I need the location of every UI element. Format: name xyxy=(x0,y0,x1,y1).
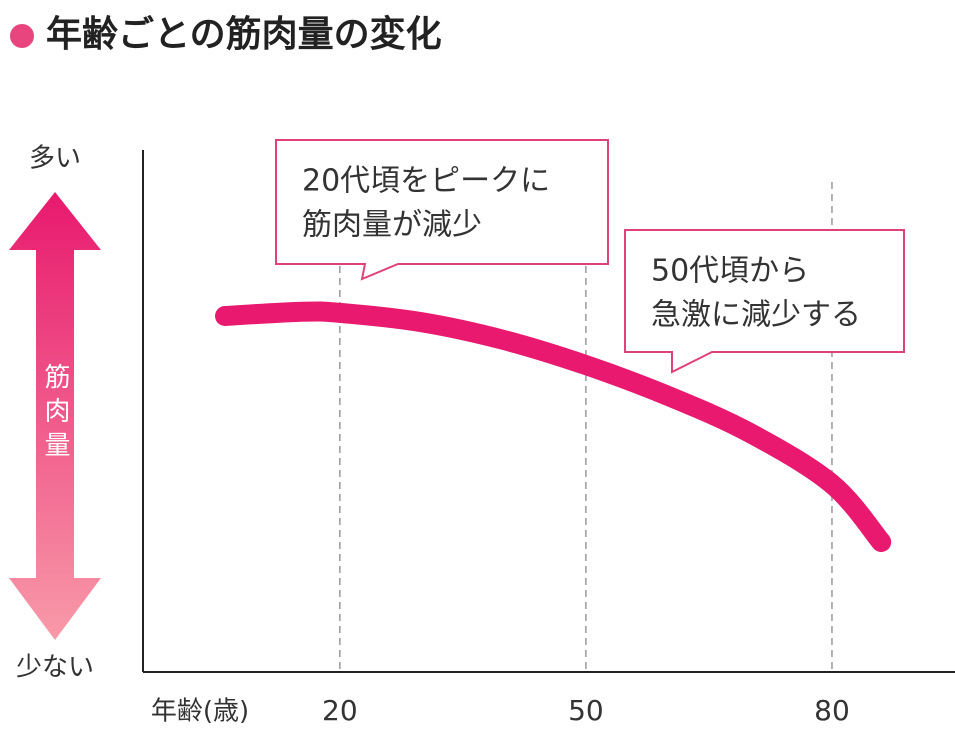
callout-text: 50代頃から xyxy=(651,254,809,289)
y-low-label: 少ない xyxy=(16,653,94,683)
x-tick-label: 50 xyxy=(568,694,604,727)
y-high-label: 多い xyxy=(29,144,81,174)
y-arrow xyxy=(9,192,101,640)
chart-title: 年齢ごとの筋肉量の変化 xyxy=(46,13,442,55)
callout-text: 急激に減少する xyxy=(651,298,861,333)
x-axis-label: 年齢(歳) xyxy=(151,697,249,727)
callout-box xyxy=(624,229,905,374)
data-line xyxy=(215,301,892,553)
callout-box xyxy=(275,139,609,281)
y-axis-label: 筋肉量 xyxy=(40,363,70,465)
callout-text: 20代頃をピークに xyxy=(302,164,550,199)
title-bullet xyxy=(10,24,34,48)
x-tick-label: 80 xyxy=(814,694,850,727)
callout-text: 筋肉量が減少 xyxy=(302,208,482,243)
x-tick-label: 20 xyxy=(322,694,358,727)
